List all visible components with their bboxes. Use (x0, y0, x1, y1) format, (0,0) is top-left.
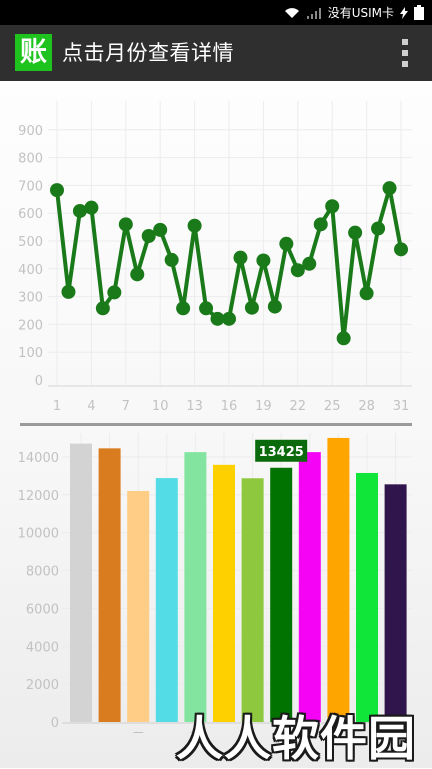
x-tick-label: 一 (74, 731, 87, 735)
data-point[interactable] (210, 311, 225, 326)
data-point[interactable] (141, 228, 156, 243)
page-title: 点击月份查看详情 (62, 41, 234, 65)
x-tick-label: 22 (290, 399, 307, 414)
wifi-icon (284, 7, 299, 18)
y-tick-label: 12000 (18, 489, 59, 504)
y-tick-label: 800 (18, 152, 43, 167)
x-tick-label: 25 (324, 399, 341, 414)
data-point[interactable] (394, 242, 408, 257)
data-point[interactable] (199, 301, 214, 316)
y-tick-label: 6000 (26, 602, 59, 617)
data-point[interactable] (72, 203, 87, 218)
data-point[interactable] (267, 299, 282, 314)
y-tick-label: 4000 (26, 640, 59, 655)
status-icons: 没有USIM卡 (284, 0, 424, 25)
x-tick-label: 三 (132, 731, 145, 735)
y-tick-label: 14000 (18, 451, 59, 466)
y-tick-label: 10000 (18, 527, 59, 542)
bar-month-2[interactable] (98, 448, 121, 722)
data-point[interactable] (233, 250, 248, 265)
data-point[interactable] (187, 218, 202, 233)
data-point[interactable] (336, 331, 351, 346)
bar-month-9[interactable] (298, 452, 321, 722)
bar-month-10[interactable] (327, 437, 350, 722)
x-tick-label: 19 (255, 399, 272, 414)
bar-month-12[interactable] (384, 484, 407, 722)
bar-month-11[interactable] (356, 472, 378, 722)
battery-icon (414, 5, 424, 20)
x-tick-label: 1 (53, 399, 61, 414)
data-point[interactable] (50, 183, 64, 198)
bar-month-7[interactable] (241, 478, 264, 722)
app-logo: 账 (15, 34, 52, 71)
chart-divider (20, 423, 412, 426)
bar-month-4[interactable] (155, 478, 178, 722)
data-point[interactable] (244, 300, 259, 315)
charging-icon (400, 6, 408, 19)
y-tick-label: 500 (18, 235, 43, 250)
data-point[interactable] (222, 311, 236, 326)
data-point[interactable] (382, 181, 397, 196)
status-bar: 没有USIM卡 (0, 0, 432, 25)
data-point[interactable] (84, 200, 99, 215)
data-point[interactable] (61, 284, 76, 299)
data-point[interactable] (359, 286, 374, 301)
data-point[interactable] (302, 256, 317, 271)
x-tick-label: 4 (87, 399, 95, 414)
signal-icon (306, 7, 321, 19)
x-tick-label: 五 (189, 731, 202, 735)
data-point[interactable] (176, 301, 191, 316)
data-point[interactable] (107, 285, 122, 300)
x-tick-label: 28 (358, 399, 375, 414)
y-tick-label: 8000 (26, 565, 59, 580)
data-point[interactable] (153, 222, 168, 237)
watermark: 人人软件园 (176, 712, 416, 767)
bar-month-3[interactable] (127, 490, 150, 722)
x-tick-label: 7 (122, 399, 130, 414)
data-point[interactable] (118, 217, 133, 232)
data-point[interactable] (164, 252, 179, 267)
x-tick-label: 10 (152, 399, 169, 414)
app-bar: 账 点击月份查看详情 (0, 25, 432, 81)
data-point[interactable] (313, 217, 328, 232)
bar-month-6[interactable] (213, 464, 235, 722)
y-tick-label: 200 (18, 318, 43, 333)
bar-month-1[interactable] (70, 443, 92, 722)
data-point[interactable] (371, 221, 386, 236)
x-tick-label: 13 (186, 399, 203, 414)
data-point[interactable] (130, 267, 145, 282)
overflow-menu-icon[interactable] (400, 39, 410, 67)
carrier-text: 没有USIM卡 (327, 6, 394, 20)
x-tick-label: 31 (393, 399, 410, 414)
bar-month-8[interactable] (270, 467, 293, 722)
y-tick-label: 700 (18, 179, 43, 194)
y-tick-label: 0 (51, 716, 59, 731)
data-point[interactable] (95, 301, 110, 316)
data-point[interactable] (348, 225, 363, 240)
monthly-bar-chart: 0 2000 4000 6000 8000 10000 12000 14000 一 三 五 13425 (18, 433, 412, 735)
data-point[interactable] (256, 253, 271, 268)
bar-month-5[interactable] (184, 452, 207, 722)
y-tick-label: 300 (18, 291, 43, 306)
data-point[interactable] (325, 199, 340, 214)
data-point[interactable] (290, 263, 305, 278)
y-tick-label: 0 (35, 374, 43, 389)
data-point[interactable] (279, 236, 294, 251)
y-tick-label: 400 (18, 263, 43, 278)
y-tick-label: 100 (18, 346, 43, 361)
y-tick-label: 2000 (26, 678, 59, 693)
selected-value-tooltip (255, 439, 308, 462)
daily-line-chart: 0 100 200 300 400 500 600 700 800 900 1 4 7 10 13 16 19 2… (18, 101, 412, 414)
selected-value-label: 13425 (259, 445, 304, 460)
x-tick-label: 16 (221, 399, 238, 414)
y-tick-label: 600 (18, 207, 43, 222)
y-tick-label: 900 (18, 124, 43, 139)
